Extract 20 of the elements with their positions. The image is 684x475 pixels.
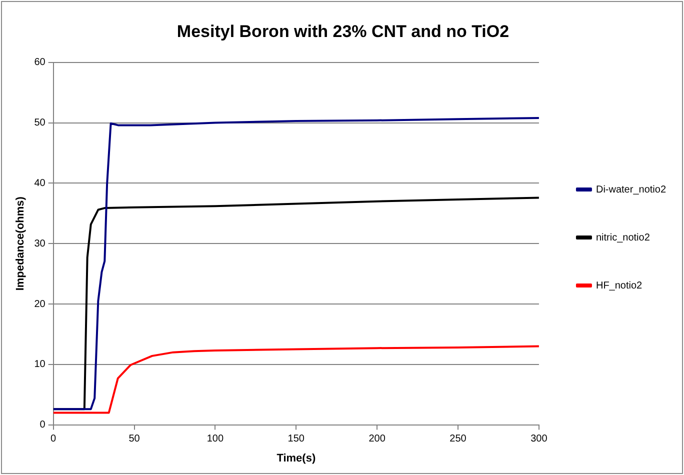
y-tick-label: 50 [34,118,46,129]
x-tick-label: 300 [530,434,548,445]
y-tick-label: 10 [34,359,46,370]
legend-label: nitric_notio2 [596,232,650,244]
y-axis-title: Impedance(ohms) [14,196,27,291]
y-tick-label: 60 [34,57,46,68]
legend-label: Di-water_notio2 [596,184,666,196]
y-tick-label: 30 [34,238,46,250]
y-tick-label: 0 [40,420,46,431]
x-tick-label: 150 [288,434,305,445]
chart-title: Mesityl Boron with 23% CNT and no TiO2 [176,22,510,41]
x-tick-label: 50 [128,434,140,445]
x-tick-label: 200 [368,434,386,445]
legend-label: HF_notio2 [596,280,643,292]
x-axis-title: Time(s) [276,452,316,464]
x-tick-label: 250 [450,434,467,445]
x-tick-label: 100 [206,434,224,445]
y-tick-label: 20 [34,298,46,310]
y-tick-label: 40 [34,178,46,189]
x-tick-label: 0 [50,434,57,445]
